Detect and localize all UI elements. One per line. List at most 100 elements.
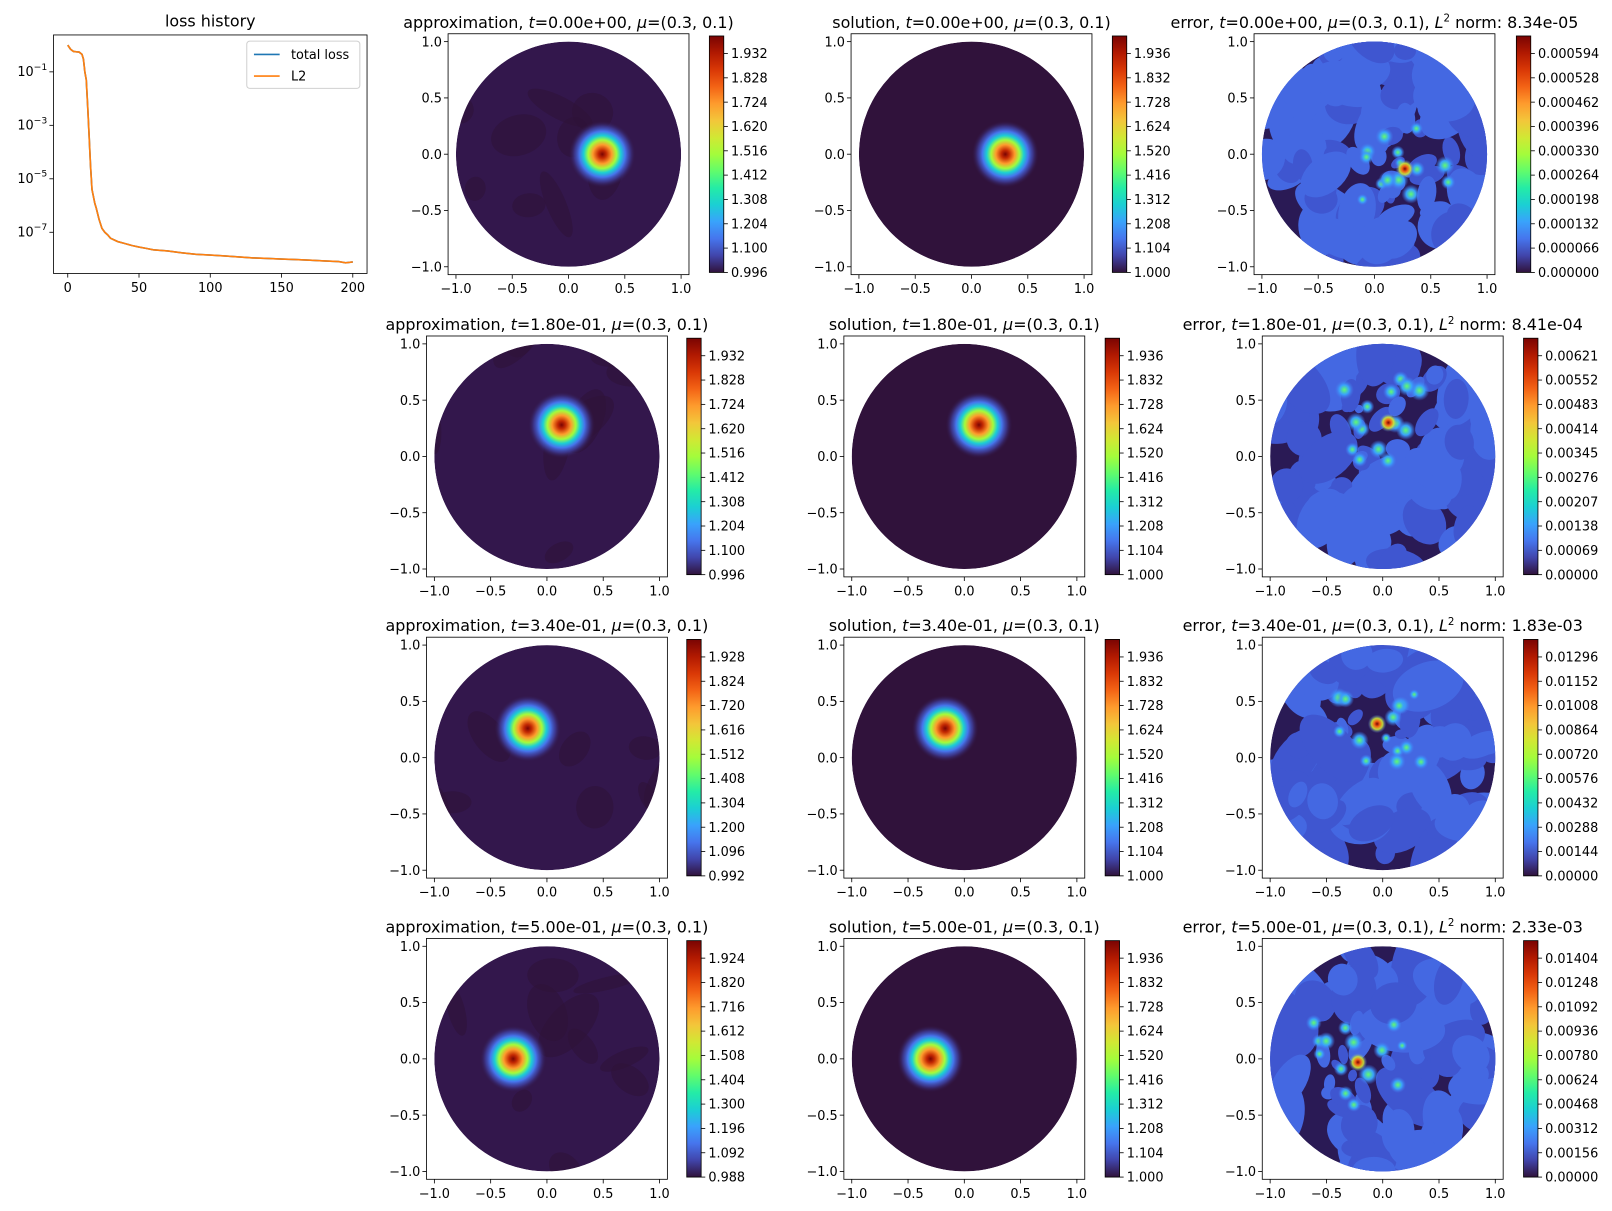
x-tick-label: 1.0 xyxy=(649,886,669,901)
y-tick-base: 10 xyxy=(17,65,33,80)
y-tick-label: 0.0 xyxy=(824,148,844,163)
colorbar-tick-label: 1.928 xyxy=(708,651,745,666)
title-t-value: 3.40e-01 xyxy=(530,616,601,635)
title-label: solution xyxy=(829,315,892,334)
error-cell-high xyxy=(1334,380,1354,400)
y-tick-label: 1.0 xyxy=(1227,35,1247,50)
approx-variation xyxy=(539,171,573,238)
colorbar-tick-label: 1.716 xyxy=(708,1000,745,1015)
title-eq: = xyxy=(908,616,921,635)
colorbar-tick-label: 0.000594 xyxy=(1538,47,1599,62)
colorbar-tick-label: 1.832 xyxy=(1127,374,1164,389)
colorbar-tick-label: 1.412 xyxy=(731,169,768,184)
y-tick-label: −1.0 xyxy=(1225,563,1256,578)
colorbar-tick-label: 0.988 xyxy=(708,1171,745,1186)
x-tick-label: −0.5 xyxy=(1311,886,1342,901)
error-cell-high xyxy=(1338,1085,1353,1101)
title-label: approximation xyxy=(386,917,501,936)
colorbar-tick-label: 1.728 xyxy=(1134,96,1171,111)
title-label: error xyxy=(1183,315,1222,334)
y-tick-label: −0.5 xyxy=(1225,1109,1256,1124)
colorbar-tick-label: 0.00288 xyxy=(1545,821,1598,836)
colorbar-tick-label: 0.000528 xyxy=(1538,71,1599,86)
y-tick-label: −1.0 xyxy=(389,563,420,578)
title-t-value: 1.80e-01 xyxy=(530,315,601,334)
y-tick-label: −1.0 xyxy=(389,864,420,879)
error-cell xyxy=(1282,127,1321,165)
y-tick-label: 0.0 xyxy=(817,751,837,766)
x-tick-label: 1.0 xyxy=(649,584,669,599)
panel-solution-3: solution, t=5.00e-01, μ=(0.3, 0.1)−1.0−1… xyxy=(807,917,1164,1201)
x-tick-label: 0.5 xyxy=(1010,1187,1030,1202)
colorbar: 0.996 1.100 1.204 1.308 1.412 1.516 1.620 1.724… xyxy=(686,337,745,583)
y-tick-label: 0.5 xyxy=(817,394,837,409)
colorbar-tick-label: 1.000 xyxy=(1134,266,1171,281)
error-cell-high xyxy=(1386,1017,1402,1033)
title-mu-value: (0.3, 0.1) xyxy=(635,616,708,635)
error-cell xyxy=(1388,396,1406,417)
panel-title: approximation, t=0.00e+00, μ=(0.3, 0.1) xyxy=(403,13,733,32)
title-mu-value: (0.3, 0.1) xyxy=(1038,13,1111,32)
colorbar-tick-label: 1.724 xyxy=(731,96,768,111)
title-mu-value: (0.3, 0.1) xyxy=(1351,13,1424,32)
title-norm-exp: 2 xyxy=(1448,315,1455,327)
title-sep: , xyxy=(1209,13,1219,32)
error-cell-high xyxy=(1387,752,1406,771)
title-t-symbol: t xyxy=(902,616,909,635)
panel-error-0: error, t=0.00e+00, μ=(0.3, 0.1), L2 norm… xyxy=(1171,13,1600,298)
title-eq: = xyxy=(1238,315,1251,334)
colorbar: 0.996 1.100 1.204 1.308 1.412 1.516 1.620 1.724… xyxy=(708,35,768,281)
error-cell xyxy=(1444,424,1474,460)
field-image xyxy=(1261,41,1488,267)
colorbar-tick-label: 0.00936 xyxy=(1545,1025,1598,1040)
error-cell xyxy=(1280,70,1321,110)
colorbar-tick-label: 1.412 xyxy=(708,471,745,486)
colorbar-tick-label: 0.00432 xyxy=(1545,797,1598,812)
panel-approximation-0: approximation, t=0.00e+00, μ=(0.3, 0.1)−… xyxy=(403,13,768,297)
title-eq: = xyxy=(1342,616,1355,635)
error-cell-high xyxy=(1356,193,1369,206)
error-peak xyxy=(1395,159,1415,179)
title-t-value: 0.00e+00 xyxy=(548,13,627,32)
y-tick-label: 1.0 xyxy=(824,35,844,50)
approx-variation xyxy=(493,343,552,369)
x-tick-label: 1.0 xyxy=(1477,282,1497,297)
x-tick-label: 150 xyxy=(269,281,294,296)
colorbar-tick-label: 1.312 xyxy=(1127,1098,1164,1113)
x-tick-label: 0.5 xyxy=(1010,584,1030,599)
panel-title: approximation, t=5.00e-01, μ=(0.3, 0.1) xyxy=(386,917,709,936)
colorbar-tick-label: 0.000264 xyxy=(1538,169,1599,184)
title-norm-symbol: L xyxy=(1435,13,1444,32)
title-sep: , xyxy=(518,13,528,32)
colorbar-gradient xyxy=(1104,639,1120,877)
y-tick-label: 1.0 xyxy=(817,940,837,955)
colorbar-tick-label: 1.508 xyxy=(708,1049,745,1064)
title-sep: , xyxy=(892,616,902,635)
error-cell xyxy=(1422,1090,1461,1148)
field-image xyxy=(851,645,1077,871)
colorbar-tick-label: 0.00780 xyxy=(1545,1049,1598,1064)
panel-solution-0: solution, t=0.00e+00, μ=(0.3, 0.1)−1.0−1… xyxy=(814,13,1171,297)
y-tick-label: −1.0 xyxy=(807,1165,838,1180)
error-cell xyxy=(1370,982,1417,1025)
title-eq: = xyxy=(1338,13,1351,32)
title-eq: = xyxy=(1225,13,1238,32)
error-cell-high xyxy=(1360,399,1375,414)
colorbar-tick-label: 0.01404 xyxy=(1545,952,1598,967)
colorbar-tick-label: 1.208 xyxy=(1127,821,1164,836)
peak-blob xyxy=(911,694,979,763)
error-cell xyxy=(1326,484,1375,568)
panel-title: approximation, t=3.40e-01, μ=(0.3, 0.1) xyxy=(386,616,709,635)
colorbar-gradient xyxy=(1515,35,1532,273)
error-cell xyxy=(1271,768,1290,787)
error-cell-high xyxy=(1408,689,1420,700)
y-tick-label: −1.0 xyxy=(807,563,838,578)
colorbar-tick-label: 1.520 xyxy=(1127,1049,1164,1064)
approx-variation xyxy=(512,193,546,218)
approx-variation xyxy=(538,993,600,1058)
x-tick-label: −0.5 xyxy=(475,1187,506,1202)
title-sep: , xyxy=(602,616,612,635)
colorbar-tick-label: 1.936 xyxy=(1134,47,1171,62)
approx-variation xyxy=(611,1063,649,1097)
title-sep: , xyxy=(1318,13,1328,32)
